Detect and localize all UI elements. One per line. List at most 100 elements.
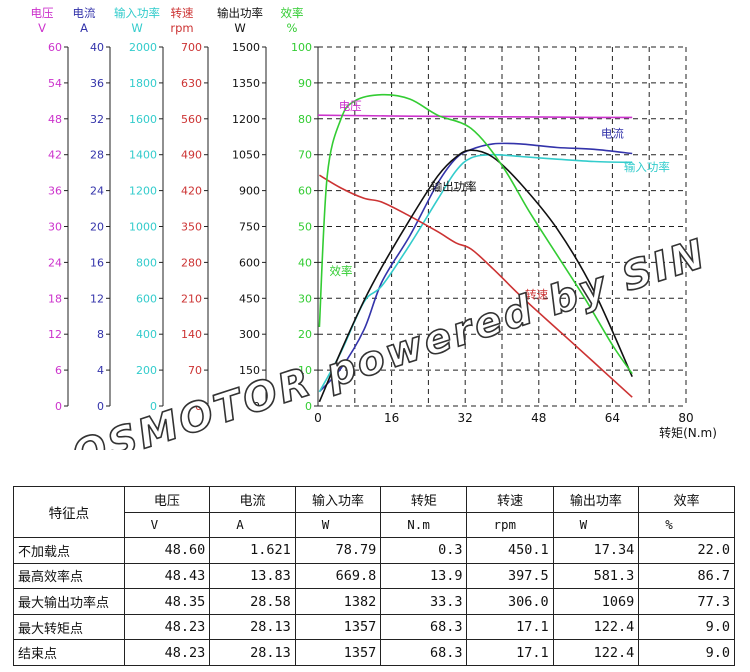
- axis-tick-label: 0: [253, 400, 260, 413]
- column-unit: %: [638, 511, 735, 539]
- axis-voltage: 电压V 0 6 12 18 24 30 36 42 48 54 60: [31, 6, 69, 413]
- table-cell: 68.3: [380, 613, 468, 641]
- series-speed: [318, 174, 633, 398]
- table-cell: 28.13: [209, 613, 296, 641]
- axis-tick-label: 600: [239, 256, 260, 269]
- x-tick-label: 80: [678, 411, 693, 425]
- axis-tick-label: 30: [298, 292, 312, 305]
- series-efficiency: [318, 93, 633, 375]
- axis-tick-label: 140: [181, 328, 202, 341]
- table-row: 不加载点 48.60 1.621 78.79 0.3 450.1 17.34 22.0: [13, 537, 735, 564]
- axis-tick-label: 0: [195, 400, 202, 413]
- axis-tick-label: 0: [150, 400, 157, 413]
- table-cell: 78.79: [294, 537, 382, 564]
- series-output_power: [318, 149, 633, 403]
- axis-tick-label: 70: [298, 149, 312, 162]
- table-cell: 122.4: [552, 639, 640, 666]
- axis-unit: %: [287, 21, 298, 35]
- column-unit: N.m: [380, 511, 468, 539]
- axis-tick-label: 28: [90, 149, 104, 162]
- column-header: 电压: [123, 486, 211, 513]
- table-cell: 86.7: [638, 562, 735, 590]
- table-row: 结束点 48.23 28.13 1357 68.3 17.1 122.4 9.0: [13, 639, 735, 666]
- table-cell: 17.1: [466, 613, 554, 641]
- table-row: 最大转矩点 48.23 28.13 1357 68.3 17.1 122.4 9.0: [13, 613, 735, 641]
- column-unit: W: [294, 511, 382, 539]
- table-cell: 48.35: [123, 588, 211, 615]
- row-label: 最大转矩点: [13, 613, 125, 641]
- table-cell: 68.3: [380, 639, 468, 666]
- axis-tick-label: 12: [48, 328, 62, 341]
- axis-tick-label: 300: [239, 328, 260, 341]
- axis-tick-label: 1200: [129, 185, 157, 198]
- table-cell: 450.1: [466, 537, 554, 564]
- axis-tick-label: 80: [298, 113, 312, 126]
- axis-tick-label: 70: [188, 364, 202, 377]
- axis-tick-label: 18: [48, 292, 62, 305]
- series-voltage: [317, 114, 633, 119]
- x-tick-label: 64: [605, 411, 620, 425]
- table-cell: 33.3: [380, 588, 468, 615]
- column-header: 转矩: [380, 486, 468, 513]
- axis-tick-label: 10: [298, 364, 312, 377]
- table-cell: 1382: [294, 588, 382, 615]
- axis-tick-label: 0: [55, 400, 62, 413]
- axis-tick-label: 490: [181, 149, 202, 162]
- axis-tick-label: 24: [48, 256, 62, 269]
- axis-tick-label: 1400: [129, 149, 157, 162]
- axis-tick-label: 1350: [232, 77, 260, 90]
- column-unit: A: [209, 511, 296, 539]
- axis-tick-label: 36: [90, 77, 104, 90]
- axis-tick-label: 600: [136, 292, 157, 305]
- axis-tick-label: 12: [90, 292, 104, 305]
- axis-tick-label: 750: [239, 221, 260, 234]
- axis-tick-label: 900: [239, 185, 260, 198]
- axis-current: 电流A 0 4 8 12 16 20 24 28 32 36 40: [73, 6, 111, 413]
- row-label: 最大输出功率点: [13, 588, 125, 615]
- axis-tick-label: 100: [291, 41, 312, 54]
- curve-label: 输出功率: [431, 180, 477, 194]
- axis-tick-label: 1200: [232, 113, 260, 126]
- axis-tick-label: 60: [298, 185, 312, 198]
- x-tick-label: 0: [314, 411, 322, 425]
- table-cell: 1357: [294, 613, 382, 641]
- chart-axes: 电压V06121824303642485460电流A04812162024283…: [31, 6, 319, 413]
- series-current: [318, 142, 633, 393]
- axis-tick-label: 4: [97, 364, 104, 377]
- table-row: 最大输出功率点 48.35 28.58 1382 33.3 306.0 1069 77.3: [13, 588, 735, 615]
- table-row: 最高效率点 48.43 13.83 669.8 13.9 397.5 581.3 86.7: [13, 562, 735, 590]
- table-cell: 0.3: [380, 537, 468, 564]
- axis-tick-label: 90: [298, 77, 312, 90]
- column-unit: V: [123, 511, 211, 539]
- x-tick-label: 32: [458, 411, 473, 425]
- table-cell: 48.23: [123, 613, 211, 641]
- axis-unit: W: [131, 21, 142, 35]
- axis-tick-label: 700: [181, 41, 202, 54]
- table-corner-header: 特征点: [13, 485, 125, 539]
- column-header: 效率: [638, 486, 735, 513]
- axis-unit: W: [234, 21, 245, 35]
- table-cell: 13.83: [209, 562, 296, 590]
- table-cell: 22.0: [638, 537, 735, 564]
- curve-label: 电压: [339, 99, 362, 113]
- row-label: 最高效率点: [13, 562, 125, 590]
- axis-title: 电流: [73, 6, 96, 20]
- axis-tick-label: 420: [181, 185, 202, 198]
- axis-tick-label: 60: [48, 41, 62, 54]
- axis-tick-label: 350: [181, 221, 202, 234]
- chart-series: [317, 93, 633, 403]
- axis-tick-label: 40: [90, 41, 104, 54]
- column-unit: rpm: [466, 511, 554, 539]
- axis-tick-label: 50: [298, 221, 312, 234]
- axis-tick-label: 20: [90, 221, 104, 234]
- axis-tick-label: 24: [90, 185, 104, 198]
- axis-tick-label: 36: [48, 185, 62, 198]
- axis-unit: A: [80, 21, 88, 35]
- table-cell: 1357: [294, 639, 382, 666]
- x-axis-label: 转矩(N.m): [659, 425, 717, 440]
- performance-chart: 0 16 32 48 64 80 电压V06121824303642485460电流A04…: [31, 6, 717, 450]
- axis-tick-label: 560: [181, 113, 202, 126]
- axis-tick-label: 16: [90, 256, 104, 269]
